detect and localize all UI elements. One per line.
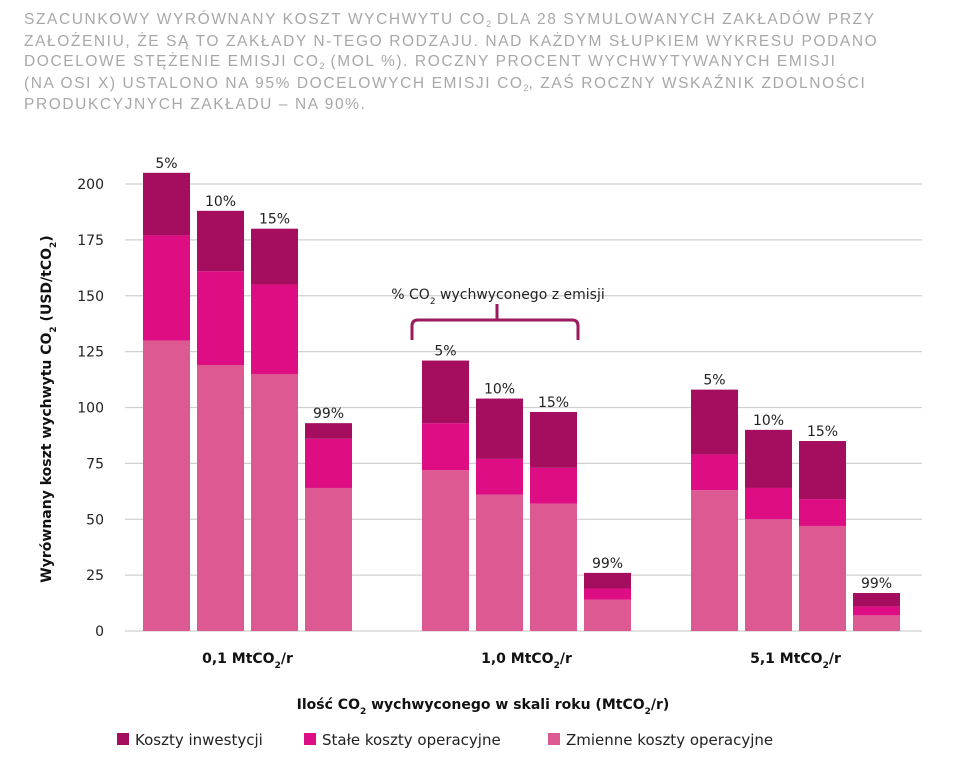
legend-swatch bbox=[548, 733, 560, 745]
title-line: DOCELOWE STĘŻENIE EMISJI CO2 (MOL %). RO… bbox=[24, 53, 837, 71]
bar-value-label: 15% bbox=[538, 395, 569, 411]
y-tick-label: 200 bbox=[77, 177, 104, 193]
bar-segment-inwestycji bbox=[530, 411, 577, 468]
bar-segment-inwestycji bbox=[143, 172, 190, 236]
bar-segment-stale bbox=[584, 588, 631, 600]
bar-segment-inwestycji bbox=[197, 210, 244, 272]
bar-segment-stale bbox=[476, 458, 523, 495]
y-axis-ticks: 0 25 50 75 100 125 150 175 200 bbox=[77, 177, 104, 640]
bar-labels: 5% 10% 15% 99% 5% 10% 15% 99% 5% 10% 15% 99% bbox=[155, 156, 892, 592]
bar-segment-zmienne bbox=[422, 470, 469, 631]
y-tick-label: 175 bbox=[77, 233, 104, 249]
annotation-bracket: % CO2 wychwyconego z emisji bbox=[391, 287, 605, 340]
bar-value-label: 5% bbox=[155, 156, 177, 172]
bar-segment-stale bbox=[745, 487, 792, 520]
bar-segment-zmienne bbox=[305, 487, 352, 631]
legend-item-inwestycji: Koszty inwestycji bbox=[117, 731, 263, 749]
category-label: 5,1 MtCO2/r bbox=[750, 651, 841, 671]
bar-segment-stale bbox=[691, 454, 738, 491]
bar-segment-zmienne bbox=[853, 615, 900, 631]
bar-segment-stale bbox=[143, 235, 190, 341]
legend-label: Stałe koszty operacyjne bbox=[322, 731, 501, 749]
y-tick-label: 150 bbox=[77, 289, 104, 305]
y-tick-label: 0 bbox=[95, 624, 104, 640]
bar-segment-stale bbox=[305, 438, 352, 488]
bar-segment-inwestycji bbox=[799, 441, 846, 500]
x-axis-label: Ilość CO2 wychwyconego w skali roku (MtC… bbox=[297, 697, 670, 717]
title-line: ZAŁOŻENIU, ŻE SĄ TO ZAKŁADY N-TEGO RODZA… bbox=[24, 32, 879, 50]
bar-segment-zmienne bbox=[476, 494, 523, 631]
bar-segment-zmienne bbox=[251, 373, 298, 631]
bar-value-label: 10% bbox=[205, 194, 236, 210]
bar-segment-stale bbox=[251, 284, 298, 374]
bar-segment-zmienne bbox=[530, 503, 577, 631]
legend-label: Zmienne koszty operacyjne bbox=[566, 731, 773, 749]
bar-value-label: 99% bbox=[861, 576, 892, 592]
bar-value-label: 5% bbox=[434, 344, 456, 360]
bar-segment-stale bbox=[853, 606, 900, 616]
bar-segment-inwestycji bbox=[745, 429, 792, 488]
annotation-label: % CO2 wychwyconego z emisji bbox=[391, 287, 604, 307]
bar-value-label: 99% bbox=[592, 556, 623, 572]
bar-segment-stale bbox=[799, 499, 846, 526]
bar-segment-zmienne bbox=[745, 519, 792, 631]
y-tick-label: 125 bbox=[77, 345, 104, 361]
bar-segment-inwestycji bbox=[853, 593, 900, 607]
bar-segment-zmienne bbox=[584, 599, 631, 631]
bar-value-label: 10% bbox=[753, 413, 784, 429]
bar-segment-inwestycji bbox=[691, 389, 738, 455]
bar-value-label: 15% bbox=[259, 212, 290, 228]
bar-value-label: 10% bbox=[484, 382, 515, 398]
bar-segment-inwestycji bbox=[422, 360, 469, 424]
y-tick-label: 100 bbox=[77, 401, 104, 417]
chart-title: SZACUNKOWY WYRÓWNANY KOSZT WYCHWYTU CO2 … bbox=[24, 10, 944, 116]
bar-segment-zmienne bbox=[691, 490, 738, 631]
title-line: PRODUKCYJNYCH ZAKŁADU – NA 90%. bbox=[24, 96, 367, 113]
title-line: (NA OSI X) USTALONO NA 95% DOCELOWYCH EM… bbox=[24, 74, 867, 93]
legend-item-zmienne: Zmienne koszty operacyjne bbox=[548, 731, 773, 749]
legend-item-stale: Stałe koszty operacyjne bbox=[304, 731, 501, 749]
category-labels: 0,1 MtCO2/r 1,0 MtCO2/r 5,1 MtCO2/r bbox=[202, 651, 841, 671]
bar-segment-zmienne bbox=[143, 340, 190, 631]
bar-value-label: 15% bbox=[807, 424, 838, 440]
bar-segment-inwestycji bbox=[305, 423, 352, 439]
bar-value-label: 99% bbox=[313, 406, 344, 422]
category-label: 1,0 MtCO2/r bbox=[481, 651, 572, 671]
bar-segment-stale bbox=[197, 271, 244, 366]
y-axis-label: Wyrównany koszt wychwytu CO2 (USD/tCO2) bbox=[39, 235, 59, 582]
y-tick-label: 75 bbox=[86, 456, 104, 472]
bar-segment-inwestycji bbox=[476, 398, 523, 459]
bar-segment-zmienne bbox=[799, 525, 846, 631]
y-tick-label: 50 bbox=[86, 512, 104, 528]
bar-value-label: 5% bbox=[703, 373, 725, 389]
bracket-shape bbox=[410, 318, 580, 340]
title-line: SZACUNKOWY WYRÓWNANY KOSZT WYCHWYTU CO2 … bbox=[24, 11, 876, 29]
category-label: 0,1 MtCO2/r bbox=[202, 651, 293, 671]
bar-segment-stale bbox=[530, 467, 577, 504]
bar-segment-stale bbox=[422, 423, 469, 471]
legend-label: Koszty inwestycji bbox=[135, 731, 263, 749]
bars bbox=[143, 172, 900, 631]
y-tick-label: 25 bbox=[86, 568, 104, 584]
bar-segment-inwestycji bbox=[251, 228, 298, 285]
legend: Koszty inwestycji Stałe koszty operacyjne… bbox=[117, 731, 773, 749]
bar-segment-inwestycji bbox=[584, 572, 631, 589]
bar-segment-zmienne bbox=[197, 365, 244, 631]
legend-swatch bbox=[117, 733, 129, 745]
legend-swatch bbox=[304, 733, 316, 745]
